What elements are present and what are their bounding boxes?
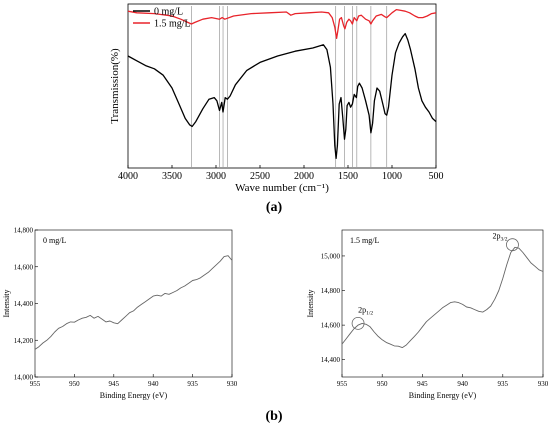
xps-1-x-tick-label-935: 935 <box>498 380 509 388</box>
legend-entry-1: 1.5 mg/L <box>154 19 191 30</box>
legend-entry-0: 0 mg/L <box>154 7 183 18</box>
xps-1-peak-label-1: 2p3/2 <box>492 232 507 243</box>
ftir-x-tick-label-3000: 3000 <box>206 171 226 182</box>
xps-1-y-axis-label: Intensity <box>306 290 315 318</box>
xps-0-x-tick-label-955: 955 <box>30 380 41 388</box>
xps-1-annotation: 1.5 mg/L <box>350 236 379 245</box>
xps-1-x-tick-label-945: 945 <box>417 380 428 388</box>
xps-1-spectrum-line <box>341 246 544 349</box>
xps-0-y-tick-label-14600: 14,600 <box>14 263 34 271</box>
xps-1-y-tick-label-15000: 15,000 <box>321 252 341 260</box>
xps-1-peak-circle-0 <box>351 316 365 330</box>
ftir-x-tick-label-1000: 1000 <box>382 171 402 182</box>
xps-0-x-tick-label-950: 950 <box>69 380 80 388</box>
ftir-x-axis-label: Wave number (cm⁻¹) <box>235 182 329 194</box>
ftir-series-line-1 <box>127 8 437 40</box>
xps-1-peak-label-0: 2p1/2 <box>358 305 373 316</box>
xps-1-y-tick-label-14600: 14,600 <box>321 322 341 330</box>
ftir-y-axis-label: Transmission(%) <box>109 48 121 124</box>
peak-label-subscript: 3/2 <box>500 237 507 243</box>
xps-0-y-tick-label-14800: 14,800 <box>14 227 34 235</box>
xps-1-x-tick-label-955: 955 <box>337 380 348 388</box>
ftir-x-tick-label-2500: 2500 <box>250 171 270 182</box>
xps-0-spectrum-line <box>34 255 233 350</box>
xps-0-x-tick-label-940: 940 <box>148 380 159 388</box>
xps-0-x-tick-label-935: 935 <box>187 380 198 388</box>
xps-1-x-tick-label-950: 950 <box>377 380 388 388</box>
xps-1-y-tick-label-14800: 14,800 <box>321 287 341 295</box>
ftir-x-tick-label-500: 500 <box>429 171 444 182</box>
peak-label-subscript: 1/2 <box>366 310 373 316</box>
xps-0-y-axis-label: Intensity <box>2 290 11 318</box>
peak-label-main: 2p <box>358 305 366 314</box>
xps-1-plot-frame <box>341 229 544 378</box>
ftir-x-tick-label-4000: 4000 <box>118 171 138 182</box>
xps-0-x-tick-label-930: 930 <box>227 380 238 388</box>
panel-label-b: (b) <box>265 409 282 424</box>
ftir-series-line-0 <box>127 32 437 160</box>
xps-0-plot-frame <box>34 229 233 378</box>
xps-0-y-tick-label-14400: 14,400 <box>14 300 34 308</box>
xps-1-peak-circle-1 <box>506 238 519 252</box>
xps-0-x-tick-label-945: 945 <box>109 380 120 388</box>
ftir-x-tick-label-2000: 2000 <box>294 171 314 182</box>
xps-0-y-tick-label-14200: 14,200 <box>14 337 34 345</box>
panel-label-a: (a) <box>266 200 283 215</box>
xps-1-y-tick-label-14400: 14,400 <box>321 356 341 364</box>
ftir-x-tick-label-1500: 1500 <box>338 171 358 182</box>
xps-1-x-tick-label-930: 930 <box>538 380 549 388</box>
ftir-plot-frame <box>127 3 437 169</box>
xps-0-x-axis-label: Binding Energy (eV) <box>100 391 168 400</box>
xps-0-annotation: 0 mg/L <box>43 236 66 245</box>
xps-1-x-tick-label-940: 940 <box>457 380 468 388</box>
xps-0-y-tick-label-14000: 14,000 <box>14 374 34 382</box>
peak-label-main: 2p <box>492 232 500 241</box>
xps-1-x-axis-label: Binding Energy (eV) <box>409 391 477 400</box>
ftir-x-tick-label-3500: 3500 <box>162 171 182 182</box>
